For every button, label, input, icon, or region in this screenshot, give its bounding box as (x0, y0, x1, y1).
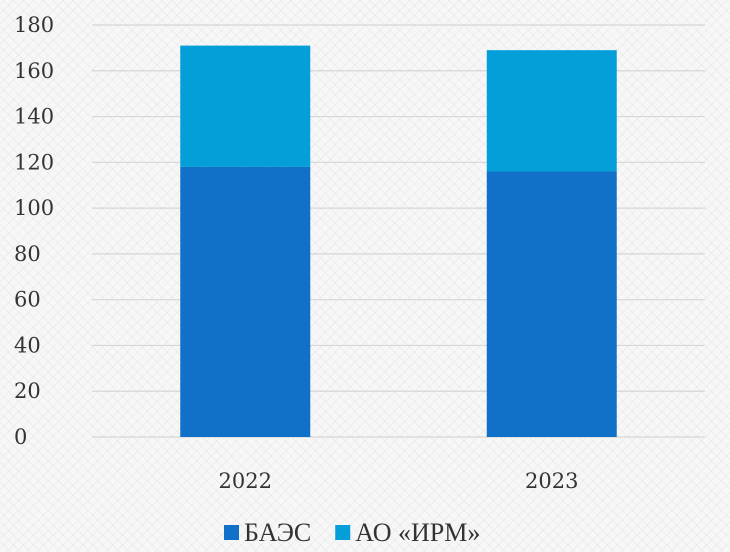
legend-swatch (224, 525, 239, 540)
y-tick-label: 140 (14, 105, 54, 129)
bar-2023-series-0 (486, 171, 617, 437)
y-tick-label: 20 (14, 379, 41, 403)
y-tick-label: 160 (14, 59, 54, 83)
bar-2023-series-1 (486, 50, 617, 172)
bars (180, 45, 617, 437)
y-tick-label: 40 (14, 333, 41, 357)
legend-swatch (335, 525, 351, 540)
legend-label: БАЭС (244, 518, 311, 547)
bar-2022-series-0 (180, 166, 311, 437)
legend-item: БАЭС (224, 518, 311, 547)
y-tick-label: 100 (14, 196, 54, 220)
bar-2022-series-1 (180, 45, 311, 167)
y-tick-label: 60 (14, 288, 41, 312)
y-tick-label: 80 (14, 242, 41, 266)
legend: БАЭС АО «ИРМ» (224, 518, 480, 547)
y-tick-label: 180 (14, 13, 54, 37)
legend-item: АО «ИРМ» (335, 518, 480, 547)
x-category-label: 2022 (219, 469, 272, 493)
legend-label: АО «ИРМ» (355, 518, 480, 547)
x-category-label: 2023 (525, 469, 578, 493)
y-tick-label: 120 (14, 150, 54, 174)
x-axis-category-labels: 2022 2023 (219, 469, 579, 493)
y-tick-label: 0 (14, 425, 27, 449)
y-axis-tick-labels: 0 20 40 60 80 100 120 140 160 180 (14, 13, 54, 449)
